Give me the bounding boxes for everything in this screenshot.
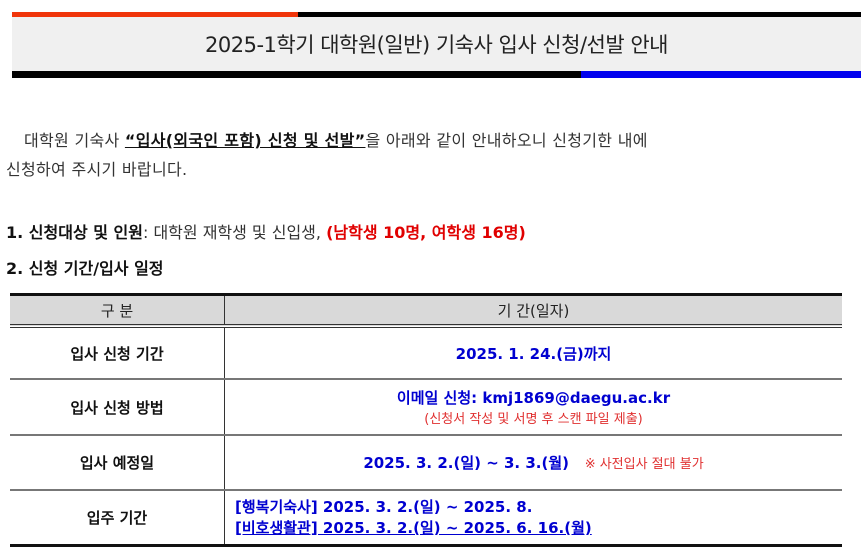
section-1: 1. 신청대상 및 인원: 대학원 재학생 및 신입생, (남학생 10명, 여… <box>6 219 526 243</box>
table-row: 입사 신청 방법 이메일 신청: kmj1869@daegu.ac.kr (신청서 … <box>10 379 842 436</box>
row-label: 입사 예정일 <box>10 435 225 491</box>
header-period: 기 간(일자) <box>224 293 842 328</box>
row-label: 입주 기간 <box>10 490 225 547</box>
header-accent-bar <box>12 12 298 17</box>
email-link[interactable]: kmj1869@daegu.ac.kr <box>482 389 671 407</box>
section-1-quota: (남학생 10명, 여학생 16명) <box>326 223 526 242</box>
email-prefix: 이메일 신청: <box>396 389 483 407</box>
row-value: 이메일 신청: kmj1869@daegu.ac.kr <box>225 387 842 408</box>
row-note: (신청서 작성 및 서명 후 스캔 파일 제출) <box>424 412 643 427</box>
table-row: 입주 기간 [행복기숙사] 2025. 3. 2.(일) ~ 2025. 8. [비… <box>10 490 842 547</box>
section-1-text: : 대학원 재학생 및 신입생, <box>142 223 327 242</box>
section-1-label: 1. 신청대상 및 인원 <box>6 223 143 242</box>
table-row: 입사 예정일 2025. 3. 2.(일) ~ 3. 3.(월) ※ 사전입사 절… <box>10 435 842 491</box>
header-category: 구 분 <box>10 293 225 328</box>
row-value: 2025. 1. 24.(금)까지 <box>224 326 842 380</box>
header-accent-bar-blue <box>581 71 861 78</box>
row-note: ※ 사전입사 절대 불가 <box>584 457 704 472</box>
row-value-line-2: [비호생활관] 2025. 3. 2.(일) ~ 2025. 6. 16.(월) <box>235 519 592 538</box>
table-row: 입사 신청 기간 2025. 1. 24.(금)까지 <box>10 326 842 380</box>
intro-text: 대학원 기숙사 <box>24 131 125 150</box>
intro-highlight: “입사(외국인 포함) 신청 및 선발” <box>124 131 366 150</box>
intro-text: 을 아래와 같이 안내하오니 신청기한 내에 <box>365 131 648 150</box>
section-2-label: 2. 신청 기간/입사 일정 <box>6 259 164 278</box>
row-value: 2025. 3. 2.(일) ~ 3. 3.(월) <box>363 454 570 472</box>
header-bottom-bar <box>12 71 581 78</box>
header-top-bar <box>298 12 861 17</box>
row-label: 입사 신청 방법 <box>10 379 225 436</box>
intro-line-2: 신청하여 주시기 바랍니다. <box>6 160 188 179</box>
page-title: 2025-1학기 대학원(일반) 기숙사 입사 신청/선발 안내 <box>12 17 861 71</box>
row-label: 입사 신청 기간 <box>10 326 225 380</box>
row-value-line-1: [행복기숙사] 2025. 3. 2.(일) ~ 2025. 8. <box>235 498 533 517</box>
intro-line-1: 대학원 기숙사 “입사(외국인 포함) 신청 및 선발”을 아래와 같이 안내하… <box>24 127 648 151</box>
